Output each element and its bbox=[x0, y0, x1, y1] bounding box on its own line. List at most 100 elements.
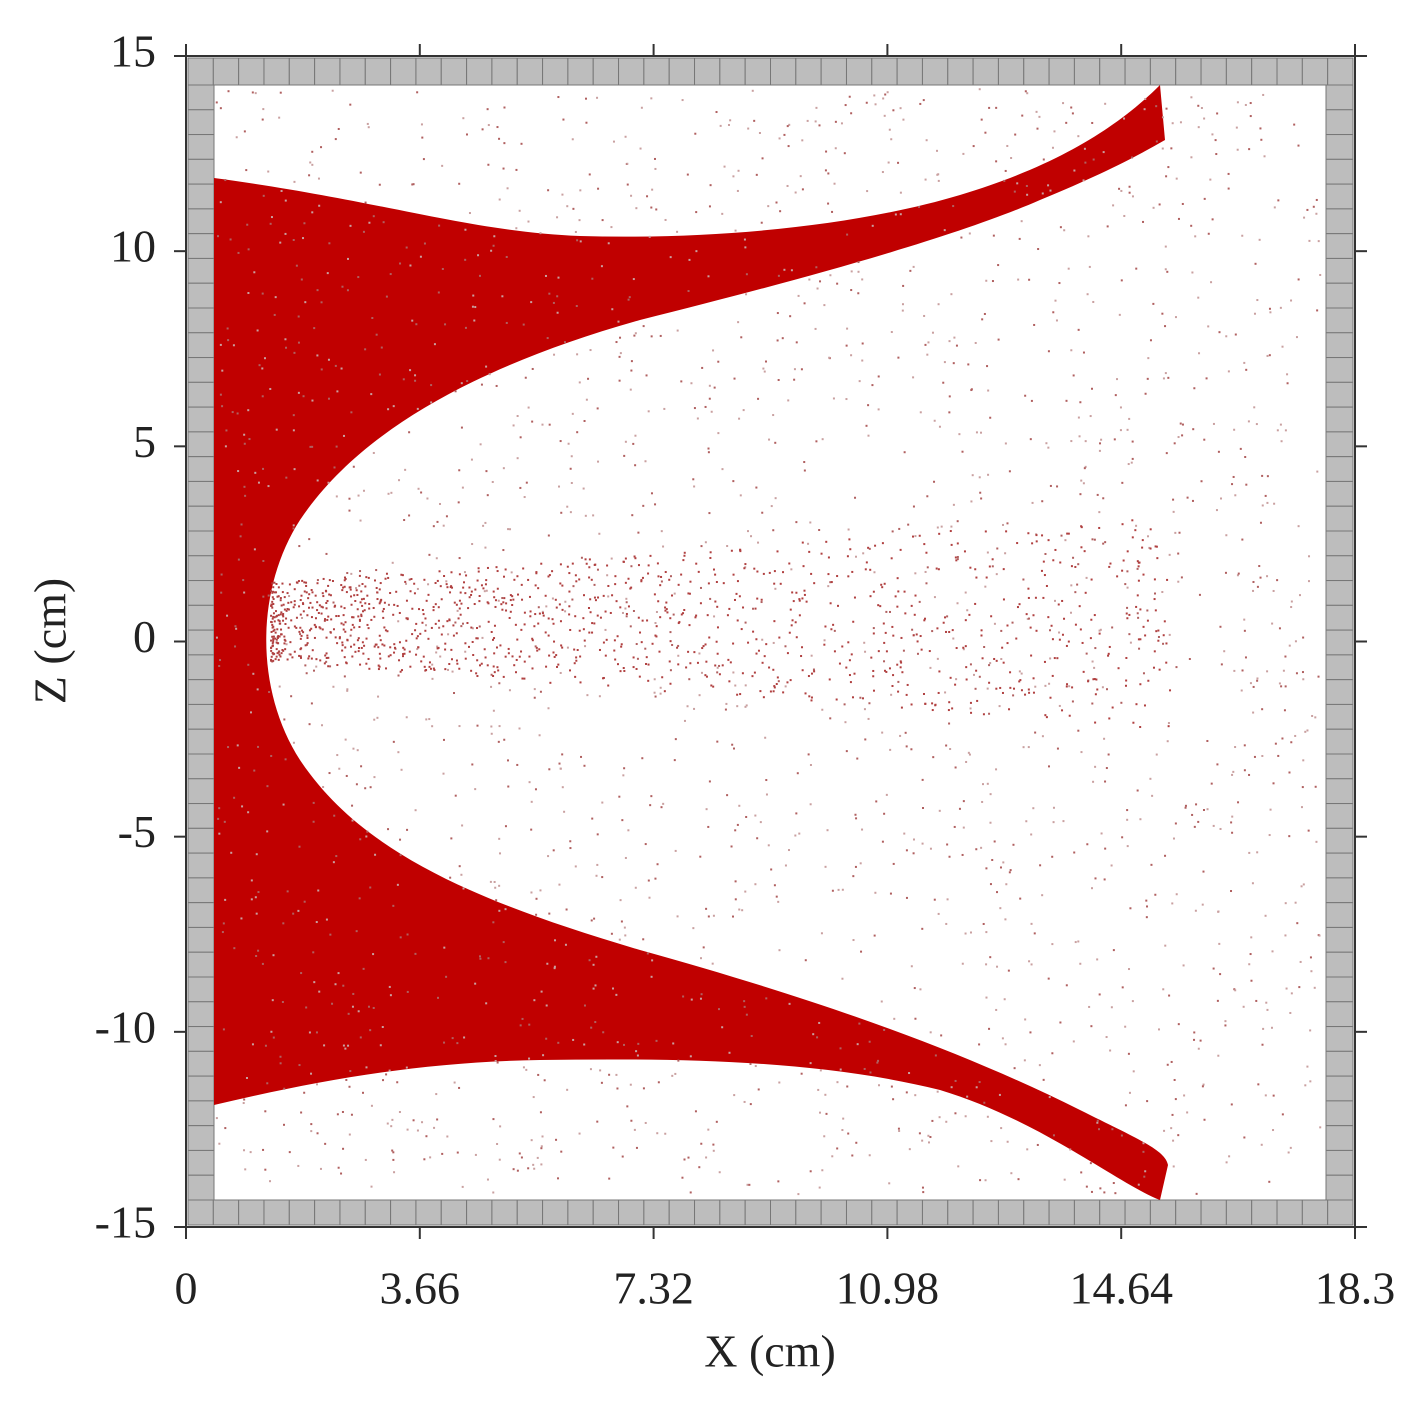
particle bbox=[285, 346, 288, 349]
particle bbox=[831, 210, 834, 213]
particle bbox=[282, 922, 285, 925]
particle bbox=[1217, 450, 1220, 453]
particle bbox=[946, 898, 949, 901]
particle bbox=[881, 840, 884, 843]
particle bbox=[848, 95, 851, 98]
particle bbox=[364, 348, 367, 351]
particle bbox=[378, 665, 381, 668]
particle bbox=[553, 655, 556, 658]
particle bbox=[535, 572, 538, 575]
particle bbox=[1244, 656, 1247, 659]
particle bbox=[389, 273, 392, 276]
particle bbox=[270, 655, 273, 658]
particle bbox=[794, 191, 797, 194]
particle bbox=[293, 588, 296, 591]
particle bbox=[226, 614, 229, 617]
particle bbox=[800, 655, 803, 658]
particle bbox=[645, 656, 648, 659]
particle bbox=[299, 599, 302, 602]
particle bbox=[887, 161, 890, 164]
particle bbox=[278, 116, 281, 119]
particle bbox=[773, 620, 776, 623]
particle bbox=[715, 111, 718, 114]
particle bbox=[1179, 422, 1182, 425]
particle bbox=[538, 648, 541, 651]
particle bbox=[589, 611, 592, 614]
particle bbox=[623, 767, 626, 770]
particle bbox=[1301, 786, 1304, 789]
particle bbox=[1219, 827, 1222, 830]
wall-cell bbox=[187, 158, 215, 185]
particle bbox=[300, 647, 303, 650]
particle bbox=[1165, 175, 1168, 178]
particle bbox=[337, 614, 340, 617]
particle bbox=[548, 654, 551, 657]
particle bbox=[1315, 198, 1318, 201]
particle bbox=[412, 1119, 415, 1122]
particle bbox=[717, 432, 720, 435]
particle bbox=[351, 623, 354, 626]
wall-cell bbox=[1325, 803, 1354, 829]
particle bbox=[926, 353, 929, 356]
particle bbox=[458, 607, 461, 610]
particle bbox=[390, 1125, 393, 1128]
particle bbox=[974, 687, 977, 690]
particle bbox=[707, 915, 710, 918]
particle bbox=[282, 603, 285, 606]
particle bbox=[297, 1164, 300, 1167]
particle bbox=[1165, 452, 1168, 455]
particle bbox=[548, 423, 551, 426]
particle bbox=[343, 576, 346, 579]
particle bbox=[277, 658, 280, 661]
particle bbox=[1027, 596, 1030, 599]
particle bbox=[1142, 672, 1145, 675]
particle bbox=[618, 795, 621, 798]
particle bbox=[797, 1193, 800, 1196]
particle bbox=[1303, 216, 1306, 219]
particle bbox=[933, 480, 936, 483]
particle bbox=[907, 523, 910, 526]
particle bbox=[503, 597, 506, 600]
wall-cell bbox=[744, 1199, 771, 1226]
wall-cell bbox=[1073, 1199, 1101, 1226]
particle bbox=[510, 571, 513, 574]
particle bbox=[1111, 1128, 1114, 1131]
particle bbox=[527, 406, 530, 409]
particle bbox=[655, 208, 658, 211]
particle bbox=[561, 646, 564, 649]
particle bbox=[934, 703, 937, 706]
particle bbox=[880, 1000, 883, 1003]
particle bbox=[569, 847, 572, 850]
particle bbox=[1006, 522, 1009, 525]
particle bbox=[1249, 115, 1252, 118]
particle bbox=[305, 591, 308, 594]
particle bbox=[946, 615, 949, 618]
particle bbox=[757, 1088, 760, 1091]
particle bbox=[520, 650, 523, 653]
particle bbox=[1004, 918, 1007, 921]
particle bbox=[528, 1023, 531, 1026]
particle bbox=[471, 763, 474, 766]
particle bbox=[548, 768, 551, 771]
particle bbox=[795, 521, 798, 524]
particle bbox=[695, 211, 698, 214]
particle bbox=[1197, 296, 1200, 299]
particle bbox=[444, 642, 447, 645]
particle bbox=[668, 578, 671, 581]
particle bbox=[649, 554, 652, 557]
particle bbox=[1236, 574, 1239, 577]
particle bbox=[1120, 1134, 1123, 1137]
particle bbox=[1026, 1148, 1029, 1151]
particle bbox=[558, 485, 561, 488]
particle bbox=[270, 621, 273, 624]
particle bbox=[991, 565, 994, 568]
particle bbox=[574, 615, 577, 618]
particle bbox=[648, 896, 651, 899]
particle bbox=[345, 1078, 348, 1081]
particle bbox=[270, 646, 273, 649]
particle bbox=[1266, 670, 1269, 673]
particle bbox=[868, 1154, 871, 1157]
wall-cell bbox=[187, 951, 215, 978]
particle bbox=[1090, 618, 1093, 621]
particle bbox=[547, 575, 550, 578]
